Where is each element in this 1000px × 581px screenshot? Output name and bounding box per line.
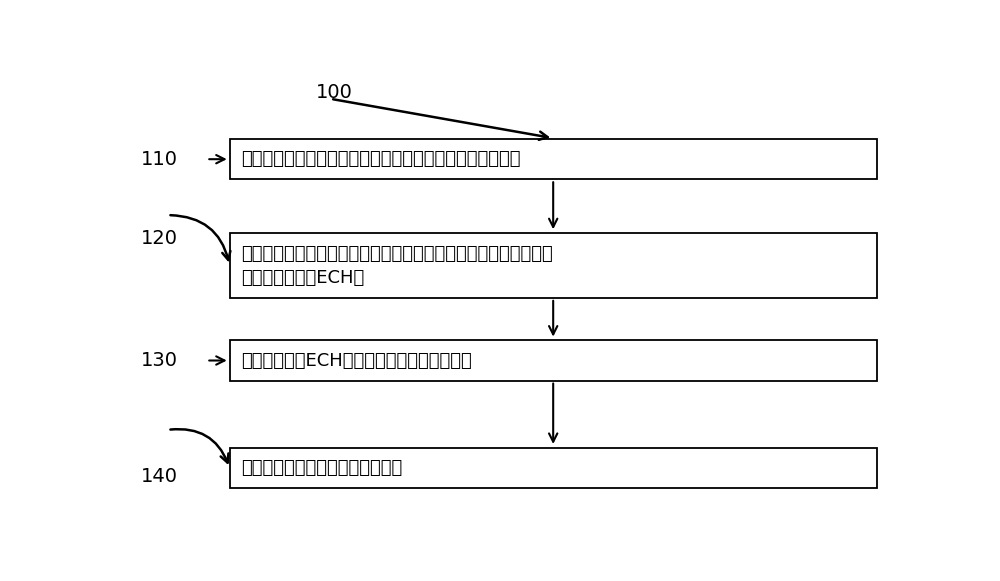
Text: 130: 130 xyxy=(140,351,178,370)
Text: 120: 120 xyxy=(140,228,178,248)
Text: 110: 110 xyxy=(140,150,178,168)
FancyBboxPatch shape xyxy=(230,340,877,381)
Text: 100: 100 xyxy=(316,83,353,102)
Text: 共沸蒸馏来回收ECH。: 共沸蒸馏来回收ECH。 xyxy=(241,270,364,288)
FancyBboxPatch shape xyxy=(230,448,877,488)
Text: 将该氯醇醚去卤化以形成单酚或多元酚的环氧丙基醚产物，并通过: 将该氯醇醚去卤化以形成单酚或多元酚的环氧丙基醚产物，并通过 xyxy=(241,245,553,263)
Text: 在催化剂存在下通过使环氧氯丙烷与酚反应来制备氯醇醚。: 在催化剂存在下通过使环氧氯丙烷与酚反应来制备氯醇醚。 xyxy=(241,150,521,168)
FancyBboxPatch shape xyxy=(230,139,877,180)
Text: 去除未反应的ECH及将粗产物溶解于溶剂中。: 去除未反应的ECH及将粗产物溶解于溶剂中。 xyxy=(241,352,472,370)
Text: 140: 140 xyxy=(140,467,178,486)
FancyBboxPatch shape xyxy=(230,233,877,298)
Text: 通过萃取及蒸馏纯化环氧丙基醚。: 通过萃取及蒸馏纯化环氧丙基醚。 xyxy=(241,459,402,477)
